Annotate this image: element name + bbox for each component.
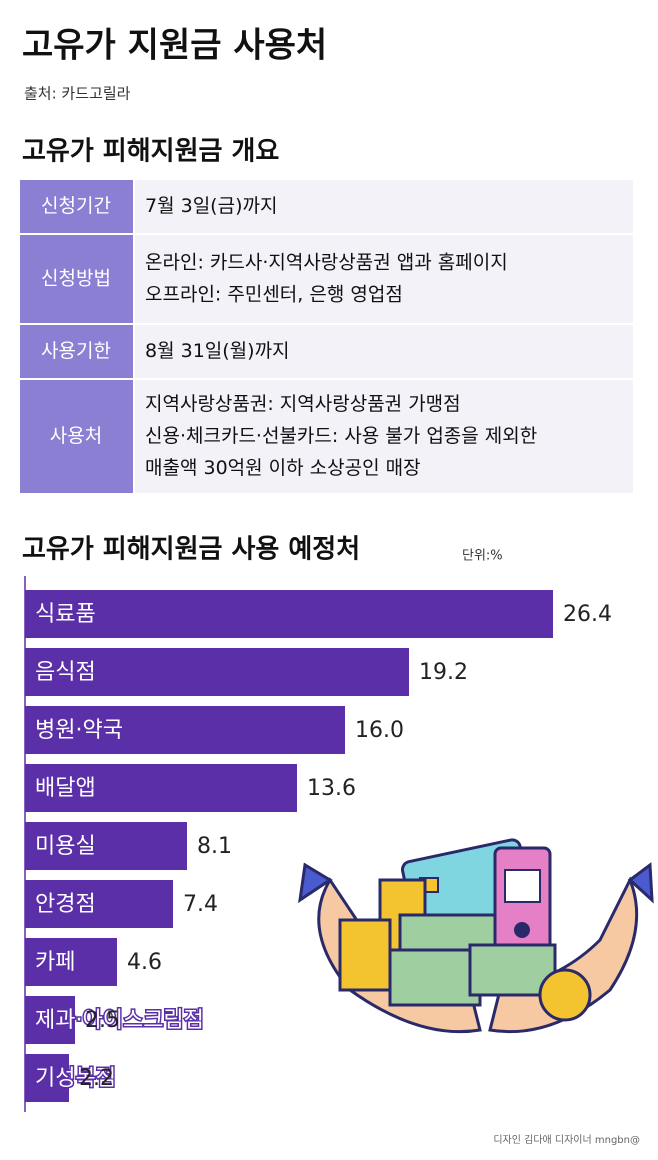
- table-label-cell: [20, 380, 133, 493]
- chart-title: 고유가 피해지원금 사용 예정처: [22, 535, 360, 565]
- bar: [25, 764, 297, 812]
- table-content-cell: [135, 380, 633, 493]
- table-title: 고유가 피해지원금 개요: [22, 137, 279, 167]
- value-label: 4.6: [127, 950, 162, 975]
- bar: [25, 648, 409, 696]
- value-label: 13.6: [307, 776, 356, 801]
- credit: 디자인 김다애 디자이너 mngbn@: [493, 1134, 640, 1146]
- value-label: 16.0: [355, 718, 404, 743]
- table-text: 7월 3일(금)까지: [145, 195, 277, 217]
- category-label: 카페: [35, 950, 75, 975]
- bar: [25, 996, 75, 1044]
- table-label: 신청방법: [41, 268, 111, 290]
- category-label: 기성복점: [35, 1066, 116, 1091]
- value-label: 2.5: [85, 1008, 120, 1033]
- category-label: 식료품: [35, 602, 96, 627]
- category-label: 미용실: [35, 834, 96, 859]
- table-label-cell: [20, 180, 133, 233]
- value-label: 19.2: [419, 660, 468, 685]
- table-label-cell: [20, 235, 133, 323]
- table-text: 지역사랑상품권: 지역사랑상품권 가맹점: [145, 393, 461, 415]
- table-label: 사용기한: [41, 340, 111, 362]
- category-label: 배달앱: [35, 776, 96, 801]
- illustration: [298, 838, 654, 1034]
- table-content-cell: [135, 180, 633, 233]
- unit-label: 단위:%: [462, 549, 503, 564]
- value-label: 7.4: [183, 892, 218, 917]
- table-text: 신용·체크카드·선불카드: 사용 불가 업종을 제외한: [145, 425, 537, 447]
- value-label: 2.2: [79, 1066, 114, 1091]
- value-label: 26.4: [563, 602, 612, 627]
- source: 출처: 카드고릴라: [24, 85, 131, 103]
- table-label-cell: [20, 325, 133, 378]
- table-text: 오프라인: 주민센터, 은행 영업점: [145, 284, 403, 306]
- table-text: 온라인: 카드사·지역사랑상품권 앱과 홈페이지: [145, 252, 508, 274]
- bar: [25, 1054, 69, 1102]
- category-label: 안경점: [35, 892, 96, 917]
- page-title: 고유가 지원금 사용처: [22, 26, 327, 66]
- bar: [25, 590, 553, 638]
- table-content-cell: [135, 325, 633, 378]
- table-content-cell: [135, 235, 633, 323]
- category-label: 병원·약국: [35, 718, 123, 743]
- bar: [25, 822, 187, 870]
- bar: [25, 938, 117, 986]
- table-label: 신청기간: [41, 195, 111, 217]
- bar: [25, 706, 345, 754]
- table-text: 매출액 30억원 이하 소상공인 매장: [145, 457, 421, 479]
- table-text: 8월 31일(월)까지: [145, 340, 290, 362]
- value-label: 8.1: [197, 834, 232, 859]
- bar: [25, 880, 173, 928]
- table-label: 사용처: [50, 425, 102, 447]
- category-label: 제과·아이스크림점: [35, 1008, 204, 1033]
- category-label: 음식점: [35, 660, 96, 685]
